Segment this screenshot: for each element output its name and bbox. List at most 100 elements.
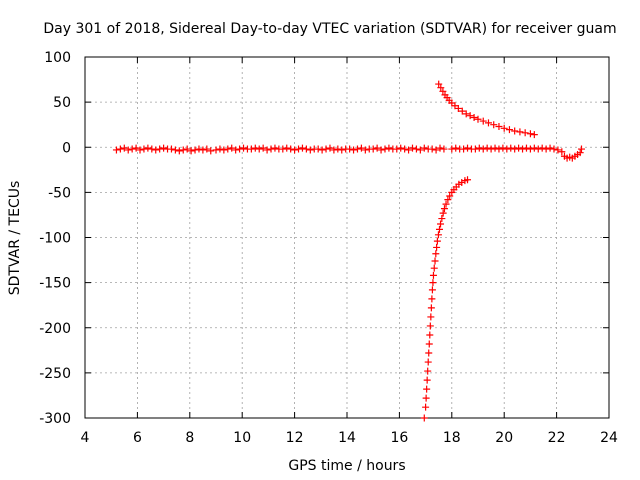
x-tick-label: 10 <box>233 430 251 446</box>
data-point <box>318 146 326 154</box>
x-tick-label: 4 <box>81 430 90 446</box>
data-point <box>491 144 499 152</box>
data-point <box>458 107 466 115</box>
data-point <box>116 145 124 153</box>
data-point <box>429 271 437 279</box>
data-point <box>440 205 448 213</box>
data-point <box>499 144 507 152</box>
data-point <box>428 145 436 153</box>
data-point <box>546 144 554 152</box>
x-tick-label: 14 <box>338 430 356 446</box>
data-point <box>409 144 416 152</box>
data-point <box>425 349 433 357</box>
data-point <box>167 145 175 153</box>
data-point <box>530 144 538 152</box>
data-point <box>124 146 132 154</box>
data-point <box>128 145 136 153</box>
data-point <box>448 145 456 153</box>
data-point <box>255 145 263 153</box>
data-point <box>464 176 472 184</box>
data-point <box>314 145 322 153</box>
data-point <box>298 144 306 152</box>
data-point <box>416 146 424 154</box>
data-point <box>474 115 482 123</box>
data-point <box>430 264 438 272</box>
data-point <box>479 117 487 125</box>
data-point <box>350 146 358 154</box>
data-point <box>434 231 442 239</box>
data-point <box>156 145 164 153</box>
data-point <box>112 146 120 154</box>
data-point <box>511 145 519 153</box>
data-point <box>576 149 584 157</box>
data-point <box>287 145 295 153</box>
data-point <box>429 279 437 287</box>
data-point <box>346 145 354 153</box>
x-tick-label: 22 <box>548 430 566 446</box>
data-point <box>444 196 452 204</box>
data-point <box>425 340 433 348</box>
data-point <box>437 84 445 92</box>
data-point <box>427 313 435 321</box>
data-point <box>338 146 346 154</box>
data-point <box>322 145 330 153</box>
data-point <box>432 146 440 154</box>
data-point <box>462 110 470 118</box>
data-point <box>554 146 562 154</box>
data-point <box>369 145 377 153</box>
x-tick-label: 8 <box>185 430 194 446</box>
x-tick-label: 6 <box>133 430 142 446</box>
x-tick-label: 12 <box>286 430 304 446</box>
y-tick-label: -100 <box>39 231 71 247</box>
data-point <box>295 145 303 153</box>
data-point <box>140 145 148 153</box>
data-point <box>220 146 228 154</box>
data-point <box>515 144 523 152</box>
data-point <box>171 146 179 154</box>
y-tick-label: -50 <box>48 185 71 201</box>
data-point <box>236 145 244 153</box>
data-point <box>436 144 444 152</box>
data-point <box>412 145 420 153</box>
data-point <box>577 145 585 153</box>
data-point <box>427 304 435 312</box>
data-point <box>505 126 513 134</box>
data-point <box>144 144 152 152</box>
data-point <box>373 144 381 152</box>
data-point <box>136 146 144 154</box>
x-tick-label: 18 <box>443 430 461 446</box>
data-point <box>187 147 195 155</box>
data-point <box>534 145 542 153</box>
data-point <box>433 243 441 251</box>
data-point <box>490 121 498 129</box>
data-point <box>432 250 440 258</box>
data-point <box>207 147 215 155</box>
x-tick-label: 16 <box>390 430 408 446</box>
data-point <box>232 146 240 154</box>
data-point <box>438 215 446 223</box>
data-point <box>377 146 385 154</box>
data-point <box>442 200 450 208</box>
data-point <box>357 144 365 152</box>
data-point <box>435 80 443 88</box>
data-point <box>212 146 220 154</box>
data-point <box>385 144 393 152</box>
data-point <box>466 112 474 120</box>
data-point <box>183 145 191 153</box>
data-point <box>422 403 430 411</box>
y-tick-label: -250 <box>39 366 71 382</box>
data-point <box>503 145 511 153</box>
data-point <box>460 145 468 153</box>
data-point <box>279 145 287 153</box>
data-point <box>381 145 389 153</box>
data-point <box>330 146 338 154</box>
data-point <box>446 192 454 200</box>
data-point <box>538 144 546 152</box>
data-point <box>353 145 361 153</box>
y-tick-label: -300 <box>39 411 71 427</box>
data-point <box>433 237 441 245</box>
data-point <box>424 358 432 366</box>
data-point <box>519 145 527 153</box>
data-point <box>152 146 160 154</box>
data-point <box>191 146 199 154</box>
